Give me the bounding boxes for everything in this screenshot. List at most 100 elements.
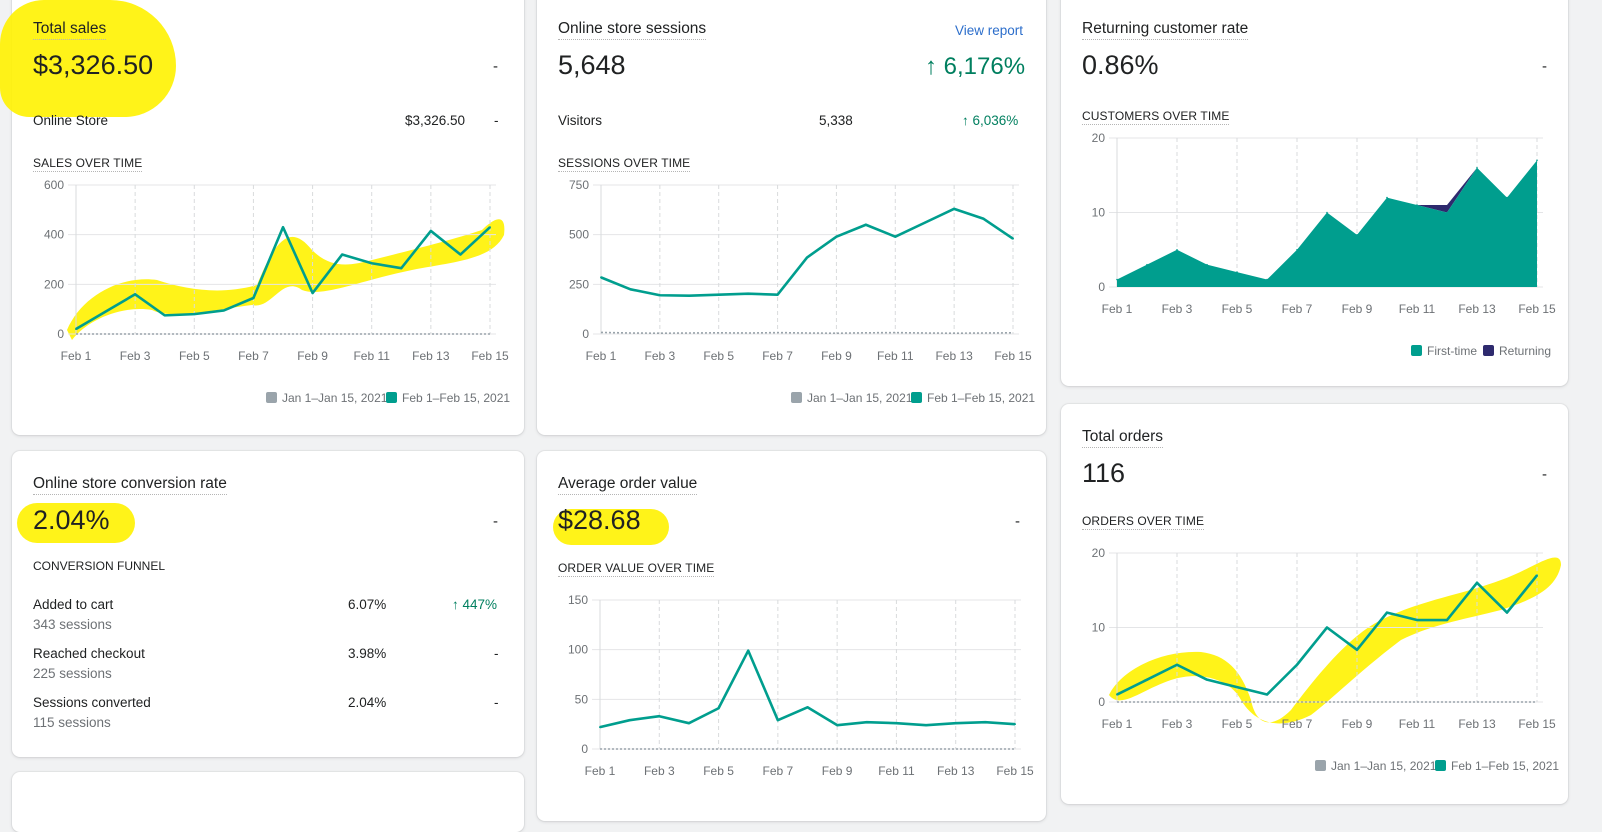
data-point	[658, 294, 661, 297]
data-point	[864, 223, 867, 226]
x-tick-label: Feb 3	[120, 349, 151, 363]
data-point	[1014, 723, 1016, 726]
data-point	[629, 288, 632, 291]
data-point	[1116, 278, 1118, 281]
funnel-row-change: ↑ 447%	[452, 597, 498, 612]
x-tick-label: Feb 3	[1162, 302, 1193, 316]
funnel-row-label: Reached checkout	[33, 646, 145, 661]
x-tick-label: Feb 11	[353, 349, 390, 363]
chart-title[interactable]: SESSIONS OVER TIME	[558, 156, 691, 172]
legend-swatch	[1315, 760, 1326, 771]
x-tick-label: Feb 13	[1458, 302, 1496, 316]
chart-title[interactable]: CUSTOMERS OVER TIME	[1082, 109, 1230, 125]
x-tick-label: Feb 7	[763, 764, 794, 778]
chart-title[interactable]: SALES OVER TIME	[33, 156, 143, 172]
conversion-rate-value: 2.04%	[33, 505, 110, 535]
data-point	[954, 722, 957, 725]
view-report-link[interactable]: View report	[955, 23, 1024, 38]
x-tick-label: Feb 3	[1162, 717, 1193, 731]
customers-over-time-chart[interactable]: 0 10 20 Feb 1 Feb 3 Feb 5 Feb 7 Feb 9 Feb 11 Feb …	[1061, 131, 1568, 372]
y-tick-label: 20	[1092, 546, 1106, 560]
channel-label: Online Store	[33, 113, 109, 128]
visitors-label: Visitors	[558, 113, 603, 128]
x-tick-label: Feb 13	[937, 764, 975, 778]
x-tick-label: Feb 5	[1222, 302, 1253, 316]
data-point	[1416, 204, 1418, 206]
sessions-card: Online store sessions View report 5,648 …	[537, 0, 1046, 435]
data-point	[1296, 663, 1298, 666]
partial-card	[12, 772, 524, 832]
data-point	[836, 724, 839, 727]
x-tick-label: Feb 1	[585, 764, 616, 778]
card-title[interactable]: Returning customer rate	[1082, 20, 1249, 40]
chart-title[interactable]: ORDER VALUE OVER TIME	[558, 561, 715, 577]
y-tick-label: 750	[569, 178, 589, 192]
x-tick-label: Feb 15	[994, 349, 1032, 363]
data-point	[1236, 271, 1238, 273]
y-tick-label: 0	[1098, 695, 1105, 709]
orders-over-time-chart[interactable]: 0 10 20 Feb 1 Feb 3 Feb 5 Feb 7 Feb 9 Feb 11 Feb …	[1061, 540, 1568, 780]
legend-swatch	[266, 392, 277, 403]
x-tick-label: Feb 9	[822, 764, 853, 778]
card-title[interactable]: Online store conversion rate	[33, 475, 227, 495]
funnel-title: CONVERSION FUNNEL	[33, 559, 166, 573]
sessions-value: 5,648	[558, 50, 626, 80]
data-point	[489, 226, 491, 229]
data-point	[1356, 648, 1358, 651]
highlight-mark	[1109, 557, 1561, 724]
data-point	[1326, 626, 1328, 629]
data-point	[1296, 248, 1298, 251]
data-point	[1266, 278, 1268, 281]
data-point	[1146, 678, 1148, 681]
funnel-row-sessions: 115 sessions	[33, 715, 111, 730]
data-point	[1206, 263, 1208, 266]
data-point	[311, 292, 314, 295]
comparison-dash: -	[1542, 466, 1547, 483]
card-title[interactable]: Total orders	[1082, 428, 1163, 448]
x-tick-label: Feb 1	[61, 349, 92, 363]
card-title[interactable]: Total sales	[33, 20, 107, 40]
x-tick-label: Feb 9	[1342, 717, 1373, 731]
data-point	[835, 235, 838, 238]
channel-value: $3,326.50	[405, 113, 466, 128]
data-point	[1536, 574, 1538, 577]
data-point	[717, 707, 720, 710]
data-point	[1356, 234, 1358, 236]
x-tick-label: Feb 5	[703, 764, 734, 778]
legend-swatch	[386, 392, 397, 403]
x-tick-label: Feb 11	[877, 349, 914, 363]
sales-over-time-chart[interactable]: 0 200 400 600 Feb 1 Feb 3 Feb 5 Feb 7 Feb 9 Feb 1…	[12, 178, 524, 415]
data-point	[599, 726, 601, 729]
data-point	[1416, 619, 1418, 622]
funnel-row-change: -	[494, 646, 499, 661]
y-tick-label: 10	[1092, 206, 1106, 220]
x-tick-label: Feb 3	[644, 764, 675, 778]
total-orders-card: Total orders 116 - ORDERS OVER TIME 0 10 2…	[1061, 404, 1568, 804]
data-point	[252, 296, 255, 299]
returning-rate-value: 0.86%	[1082, 50, 1159, 80]
data-point	[806, 706, 809, 709]
x-tick-label: Feb 13	[935, 349, 973, 363]
card-title[interactable]: Average order value	[558, 475, 698, 495]
total-sales-card: Total sales $3,326.50 - Online Store $3,…	[0, 0, 524, 435]
y-tick-label: 10	[1092, 621, 1106, 635]
data-point	[628, 719, 631, 722]
legend-swatch	[791, 392, 802, 403]
data-point	[806, 256, 808, 259]
sessions-over-time-chart[interactable]: 0 250 500 750 Feb 1 Feb 3 Feb 5 Feb 7 Feb 9 Feb 1…	[537, 178, 1046, 415]
comparison-dash: -	[493, 58, 498, 75]
order-value-over-time-chart[interactable]: 0 50 100 150 Feb 1 Feb 3 Feb 5 Feb 7 Feb 9 Feb 11…	[537, 589, 1046, 789]
legend-swatch	[911, 392, 922, 403]
data-point	[747, 649, 750, 652]
card-title[interactable]: Online store sessions	[558, 20, 707, 40]
data-point	[687, 722, 690, 725]
data-point	[1476, 581, 1478, 584]
highlight-mark	[17, 503, 135, 543]
highlight-mark	[67, 219, 505, 340]
comparison-dash: -	[493, 513, 498, 530]
data-point	[163, 314, 166, 317]
data-point	[1386, 196, 1388, 199]
chart-title[interactable]: ORDERS OVER TIME	[1082, 514, 1205, 530]
data-point	[658, 715, 661, 718]
y-tick-label: 0	[581, 742, 588, 756]
